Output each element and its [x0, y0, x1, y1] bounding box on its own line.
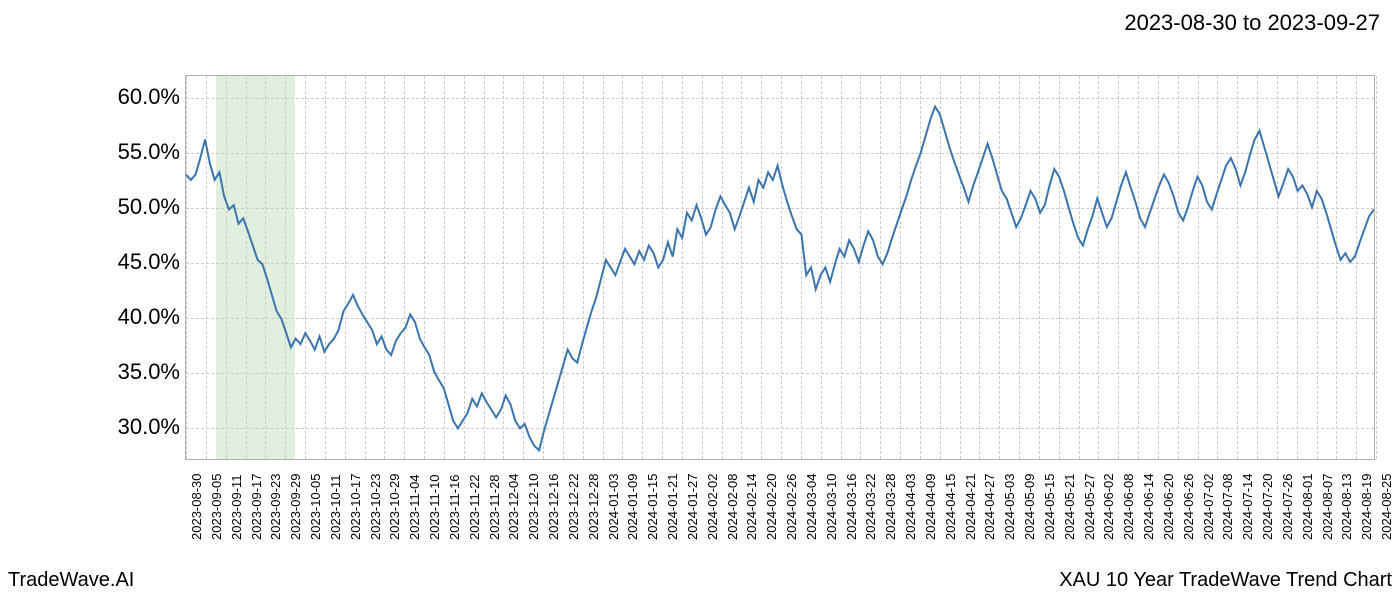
x-tick-label: 2024-07-14	[1240, 474, 1255, 541]
footer-chart-title: XAU 10 Year TradeWave Trend Chart	[1059, 569, 1392, 592]
grid-line-v	[1376, 76, 1377, 459]
x-tick-label: 2023-11-22	[467, 474, 482, 540]
x-tick-label: 2024-06-08	[1121, 474, 1136, 541]
x-tick-label: 2024-01-09	[625, 474, 640, 541]
x-tick-label: 2023-10-11	[328, 474, 343, 540]
x-tick-label: 2024-01-03	[606, 474, 621, 541]
x-tick-label: 2024-05-03	[1002, 474, 1017, 541]
x-tick-label: 2024-02-20	[764, 474, 779, 541]
x-tick-label: 2023-09-17	[249, 474, 264, 541]
x-tick-label: 2023-09-05	[209, 474, 224, 541]
x-tick-label: 2023-12-16	[546, 474, 561, 541]
y-tick-label: 30.0%	[60, 414, 180, 440]
x-tick-label: 2024-07-02	[1201, 474, 1216, 541]
x-tick-label: 2023-11-10	[427, 474, 442, 540]
x-tick-label: 2023-09-11	[229, 474, 244, 540]
x-tick-label: 2024-02-26	[784, 474, 799, 541]
x-tick-label: 2024-01-15	[645, 474, 660, 541]
x-tick-label: 2023-11-04	[407, 474, 422, 540]
x-tick-label: 2024-03-10	[824, 474, 839, 541]
x-tick-label: 2024-03-16	[844, 474, 859, 541]
x-tick-label: 2024-03-04	[804, 474, 819, 541]
x-tick-label: 2024-02-02	[705, 474, 720, 541]
y-tick-label: 35.0%	[60, 359, 180, 385]
x-tick-label: 2024-06-14	[1141, 474, 1156, 541]
x-tick-label: 2023-10-17	[348, 474, 363, 541]
x-tick-label: 2023-09-29	[288, 474, 303, 541]
y-tick-label: 50.0%	[60, 194, 180, 220]
x-tick-label: 2024-01-27	[685, 474, 700, 541]
y-tick-label: 40.0%	[60, 304, 180, 330]
chart-container	[185, 75, 1375, 460]
y-tick-label: 60.0%	[60, 84, 180, 110]
x-tick-label: 2023-12-22	[566, 474, 581, 541]
x-tick-label: 2024-02-14	[744, 474, 759, 541]
x-tick-label: 2024-06-20	[1161, 474, 1176, 541]
x-tick-label: 2023-12-04	[506, 474, 521, 541]
chart-line	[186, 76, 1374, 459]
x-tick-label: 2024-02-08	[725, 474, 740, 541]
x-tick-label: 2024-04-15	[943, 474, 958, 541]
x-tick-label: 2024-08-07	[1320, 474, 1335, 541]
x-tick-label: 2024-08-13	[1339, 474, 1354, 541]
x-tick-label: 2024-04-09	[923, 474, 938, 541]
x-tick-label: 2024-07-26	[1280, 474, 1295, 541]
x-tick-label: 2024-07-20	[1260, 474, 1275, 541]
y-tick-label: 45.0%	[60, 249, 180, 275]
x-tick-label: 2023-09-23	[268, 474, 283, 541]
x-tick-label: 2024-06-02	[1101, 474, 1116, 541]
x-tick-label: 2024-08-25	[1379, 474, 1394, 541]
x-tick-label: 2023-10-05	[308, 474, 323, 541]
x-tick-label: 2024-04-27	[982, 474, 997, 541]
x-tick-label: 2024-06-26	[1181, 474, 1196, 541]
x-tick-label: 2023-10-23	[368, 474, 383, 541]
data-line	[186, 107, 1374, 451]
x-tick-label: 2024-04-03	[903, 474, 918, 541]
x-tick-label: 2024-04-21	[963, 474, 978, 541]
x-tick-label: 2023-08-30	[189, 474, 204, 541]
x-tick-label: 2024-01-21	[665, 474, 680, 541]
x-tick-label: 2023-12-28	[586, 474, 601, 541]
x-tick-label: 2024-05-21	[1062, 474, 1077, 541]
x-tick-label: 2024-05-27	[1082, 474, 1097, 541]
x-tick-label: 2023-10-29	[387, 474, 402, 541]
x-tick-label: 2024-03-28	[883, 474, 898, 541]
x-tick-label: 2023-11-16	[447, 474, 462, 540]
x-tick-label: 2024-07-08	[1220, 474, 1235, 541]
x-tick-label: 2024-05-09	[1022, 474, 1037, 541]
x-tick-label: 2024-08-19	[1359, 474, 1374, 541]
x-tick-label: 2024-05-15	[1042, 474, 1057, 541]
date-range-header: 2023-08-30 to 2023-09-27	[1124, 10, 1380, 36]
y-tick-label: 55.0%	[60, 139, 180, 165]
x-tick-label: 2023-11-28	[487, 474, 502, 540]
x-tick-label: 2024-08-01	[1300, 474, 1315, 541]
footer-brand: TradeWave.AI	[8, 569, 134, 592]
x-tick-label: 2023-12-10	[526, 474, 541, 541]
x-tick-label: 2024-03-22	[863, 474, 878, 541]
